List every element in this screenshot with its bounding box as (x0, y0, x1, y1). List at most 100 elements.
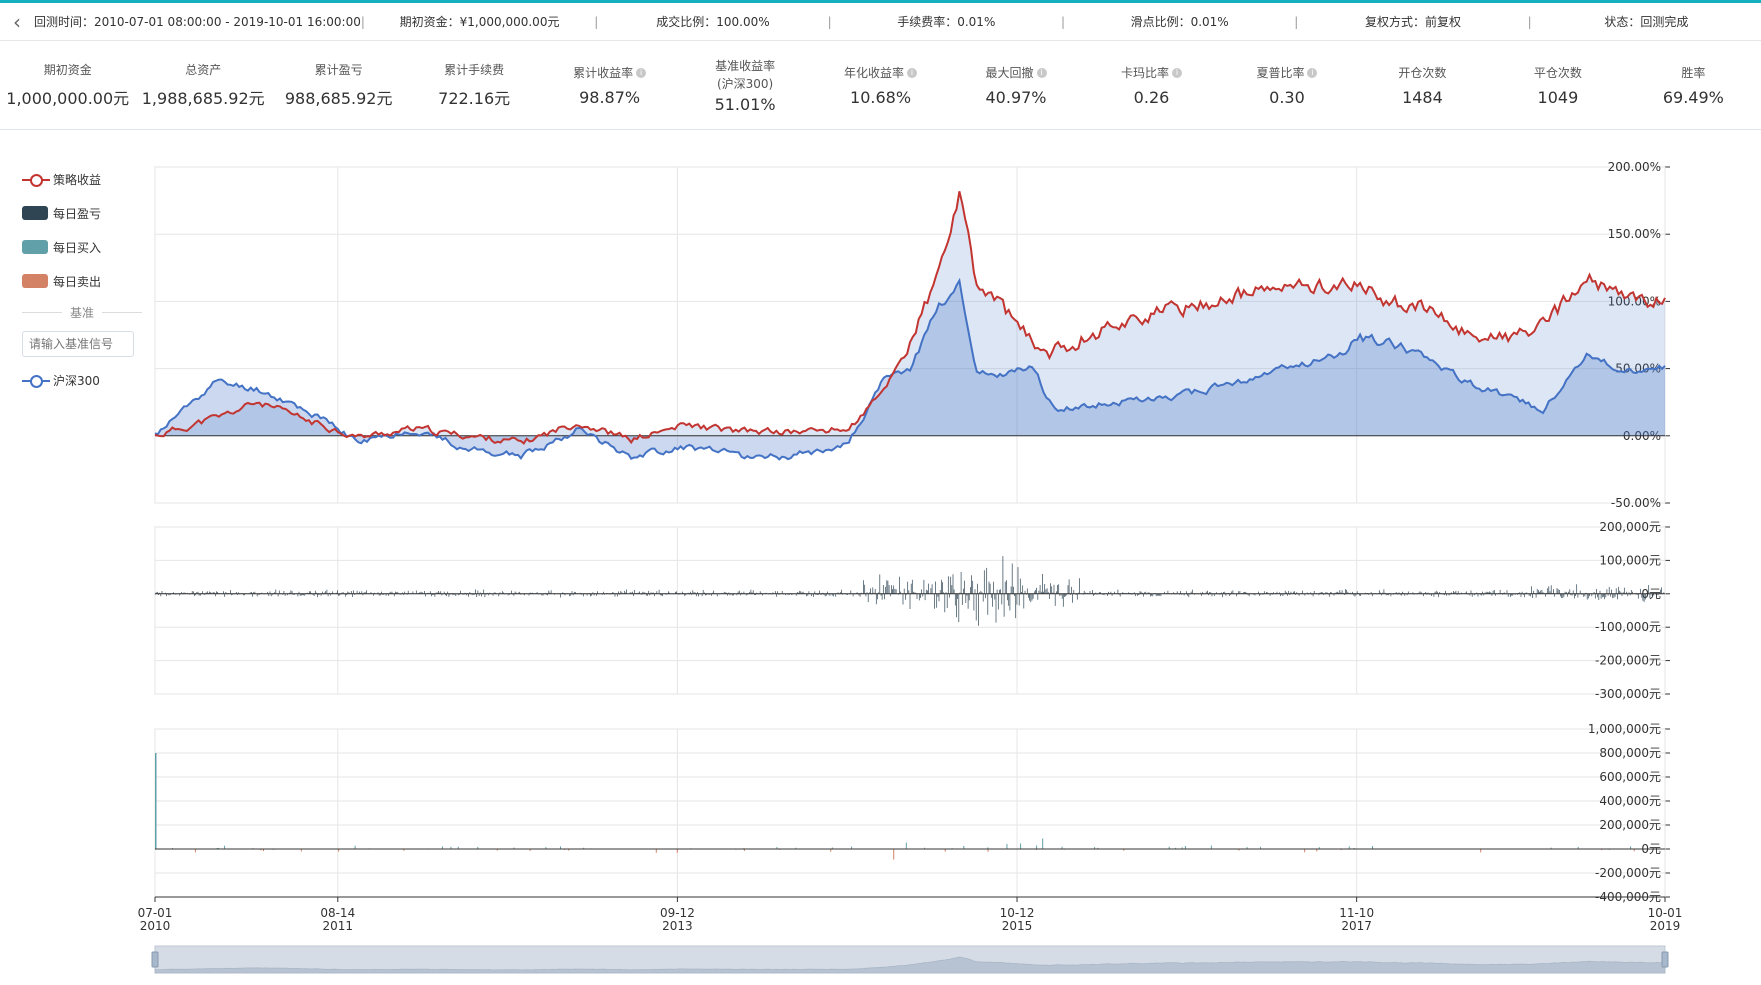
zoom-handle[interactable] (1661, 951, 1669, 968)
buy-sell-panel: 1,000,000元 800,000元 600,000元 400,000元 200,00… (154, 722, 1670, 904)
info-icon[interactable]: i (1036, 68, 1047, 78)
strategy-line (154, 191, 1666, 445)
zoom-preview (154, 956, 1666, 974)
y-tick-label: 50.00% (1615, 362, 1661, 376)
stat-value: 1049 (1537, 87, 1579, 107)
stat-value: 40.97% (985, 87, 1047, 107)
adjustment-mode-info: 复权方式：前复权 (1364, 15, 1461, 29)
y-tick-label: -100,000元 (1595, 620, 1661, 634)
x-tick-year: 2011 (322, 919, 353, 933)
stat-label: 胜率 (1681, 65, 1706, 80)
stat-label: 累计收益率 (573, 65, 634, 80)
stat-initial-capital: 期初资金 1,000,000.00元 (0, 41, 135, 129)
legend-item-daily-buy[interactable]: 每日买入 (22, 230, 142, 264)
backtest-period: 回测时间：2010-07-01 08:00:00 - 2019-10-01 16… (34, 15, 361, 29)
stat-sharpe-ratio: 夏普比率 i 0.30 (1219, 41, 1354, 129)
stat-label: 期初资金 (43, 63, 92, 77)
zoom-handle[interactable] (151, 951, 159, 968)
separator: | (360, 14, 365, 29)
rect-marker-icon (22, 274, 48, 288)
stat-cumulative-pnl: 累计盈亏 988,685.92元 (271, 41, 406, 129)
legend-label: 每日卖出 (53, 274, 102, 289)
y-tick-label: 400,000元 (1599, 794, 1661, 808)
separator: | (594, 14, 599, 29)
legend-item-strategy-return[interactable]: 策略收益 (22, 162, 142, 196)
info-icon[interactable]: i (1171, 68, 1182, 78)
legend-label: 策略收益 (53, 172, 102, 187)
stat-value: 722.16元 (438, 89, 511, 108)
stat-win-rate: 胜率 69.49% (1626, 41, 1761, 129)
stat-label: 最大回撤 (985, 65, 1034, 80)
stat-value: 69.49% (1662, 87, 1724, 107)
initial-capital-info: 期初资金：¥1,000,000.00元 (399, 15, 560, 29)
x-tick-label: 10-12 (1000, 906, 1035, 920)
chart-legend: 策略收益 每日盈亏 每日买入 每日卖出 基准 沪深300 (22, 162, 143, 397)
y-tick-label: -300,000元 (1595, 687, 1661, 701)
legend-label: 每日盈亏 (53, 206, 102, 221)
y-tick-label: -50.00% (1611, 496, 1661, 510)
stat-label: 开仓次数 (1398, 65, 1447, 80)
stat-cumulative-return: 累计收益率 i 98.87% (542, 41, 677, 129)
stat-value: 51.01% (714, 94, 776, 114)
slippage-info: 滑点比例：0.01% (1130, 15, 1229, 29)
x-tick-label: 11-10 (1339, 906, 1374, 920)
legend-item-hs300[interactable]: 沪深300 (22, 363, 142, 397)
y-tick-label: 200,000元 (1599, 818, 1661, 832)
y-tick-label: 800,000元 (1599, 746, 1661, 760)
y-tick-label: 200.00% (1608, 160, 1661, 174)
legend-item-daily-pnl[interactable]: 每日盈亏 (22, 196, 142, 230)
stat-label: 累计盈亏 (314, 63, 363, 77)
info-icon[interactable]: i (1307, 68, 1318, 78)
back-button[interactable]: ‹ (0, 3, 34, 40)
stat-value: 98.87% (579, 87, 641, 107)
x-tick-year: 2010 (140, 919, 171, 933)
stat-value: 1,000,000.00元 (6, 89, 130, 108)
x-tick-year: 2019 (1650, 919, 1681, 933)
daily-pnl-panel: 200,000元100,000元0元-100,000元-200,000元-300… (154, 520, 1670, 701)
line-marker-icon (22, 172, 50, 187)
pnl-bars (154, 556, 1665, 626)
stat-close-count: 平仓次数 1049 (1490, 41, 1625, 129)
x-tick-label: 08-14 (320, 906, 355, 920)
stats-summary: 期初资金 1,000,000.00元 总资产 1,988,685.92元 累计盈亏 9… (0, 41, 1761, 130)
stat-label: 年化收益率 (844, 65, 905, 80)
stat-annualized-return: 年化收益率 i 10.68% (813, 41, 948, 129)
stat-open-count: 开仓次数 1484 (1355, 41, 1490, 129)
line-marker-icon (22, 373, 50, 388)
y-tick-label: 150.00% (1608, 227, 1661, 241)
data-zoom-slider (151, 945, 1669, 974)
stat-value: 988,685.92元 (284, 89, 393, 108)
stat-calmar-ratio: 卡玛比率 i 0.26 (1084, 41, 1219, 129)
info-icon[interactable]: i (907, 68, 918, 78)
y-tick-label: -200,000元 (1595, 866, 1661, 880)
buy-bar (155, 753, 157, 849)
legend-item-daily-sell[interactable]: 每日卖出 (22, 264, 142, 298)
separator: | (1060, 14, 1065, 29)
stat-label: 基准收益率 (715, 58, 776, 73)
separator: | (827, 14, 832, 29)
stat-sublabel: (沪深300) (716, 76, 774, 91)
stat-max-drawdown: 最大回撤 i 40.97% (948, 41, 1083, 129)
y-tick-label: 1,000,000元 (1588, 722, 1661, 736)
stat-value: 1484 (1402, 87, 1443, 107)
x-tick-label: 10-01 (1648, 906, 1683, 920)
x-tick-year: 2015 (1002, 919, 1033, 933)
stat-cumulative-fees: 累计手续费 722.16元 (406, 41, 541, 129)
stat-value: 0.26 (1133, 87, 1170, 107)
stat-total-assets: 总资产 1,988,685.92元 (135, 41, 270, 129)
info-icon[interactable]: i (636, 68, 647, 78)
commission-rate-info: 手续费率：0.01% (897, 15, 996, 29)
top-accent-bar (0, 0, 1761, 3)
separator: | (1294, 14, 1299, 29)
plot-frame (154, 526, 1666, 695)
separator: | (1527, 14, 1532, 29)
x-tick-year: 2017 (1341, 919, 1372, 933)
benchmark-label: 基准 (70, 306, 95, 320)
y-tick-label: 600,000元 (1599, 770, 1661, 784)
benchmark-input[interactable] (22, 331, 134, 357)
x-tick-year: 2013 (662, 919, 693, 933)
status-info: 状态：回测完成 (1604, 15, 1689, 29)
benchmark-divider: 基准 (22, 304, 143, 321)
